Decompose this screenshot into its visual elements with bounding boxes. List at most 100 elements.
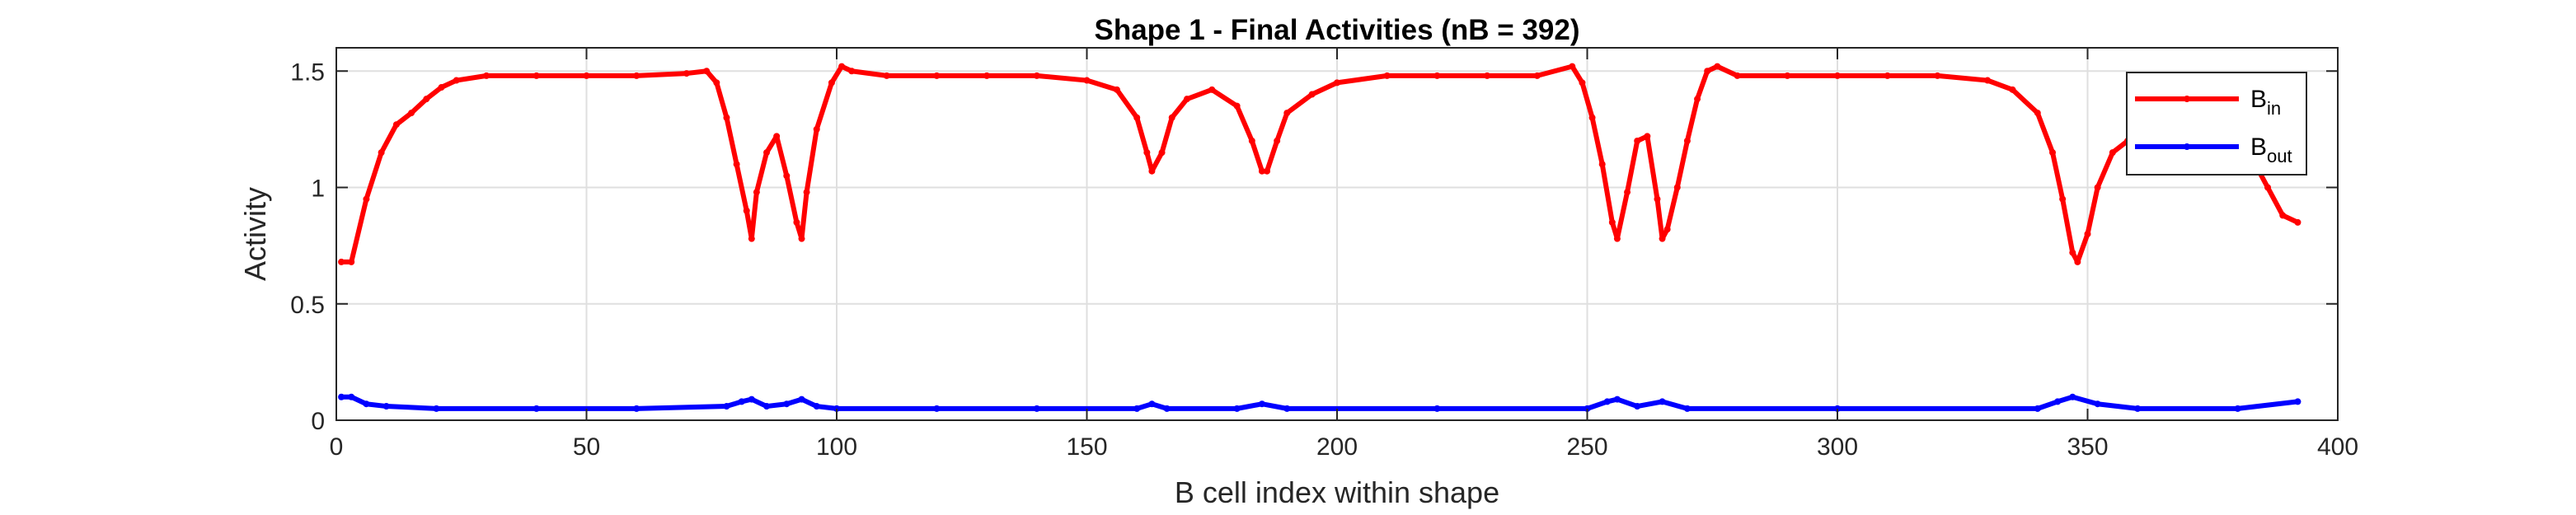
data-point-b-in: [453, 77, 460, 84]
data-point-b-in: [933, 72, 941, 79]
data-point-b-in: [1274, 138, 1281, 144]
data-point-b-out: [1258, 400, 1265, 408]
data-point-b-out: [348, 393, 355, 400]
data-point-b-in: [1579, 79, 1586, 87]
data-point-b-in: [1383, 72, 1391, 79]
data-point-b-out: [1603, 398, 1611, 405]
data-point-b-in: [703, 68, 711, 75]
x-tick-label: 0: [330, 433, 344, 461]
x-tick-label: 300: [1817, 433, 1858, 461]
data-point-b-in: [798, 235, 805, 242]
data-point-b-out: [633, 405, 640, 412]
legend[interactable]: Bin Bout: [2126, 72, 2307, 176]
y-ticks: 0 0.5 1 1.5: [290, 59, 2338, 435]
x-tick-label: 100: [816, 433, 857, 461]
data-point-b-in: [423, 96, 430, 103]
data-point-b-in: [1168, 114, 1175, 121]
data-point-b-out: [1163, 405, 1171, 412]
x-tick-label: 50: [573, 433, 600, 461]
data-point-b-in: [2009, 86, 2016, 93]
data-point-b-out: [533, 405, 540, 412]
data-point-b-out: [1683, 405, 1691, 412]
data-point-b-in: [1208, 86, 1216, 93]
data-point-b-in: [1433, 72, 1441, 79]
x-tick-label: 150: [1066, 433, 1107, 461]
y-tick-label: 0.5: [290, 292, 325, 319]
x-tick-label: 400: [2317, 433, 2358, 461]
data-point-b-in: [1683, 138, 1691, 144]
x-axis-label: B cell index within shape: [1175, 475, 1499, 509]
data-point-b-out: [763, 403, 771, 410]
data-point-b-in: [1258, 167, 1265, 175]
data-point-b-in: [1334, 79, 1340, 87]
legend-label-b-out-sub: out: [2267, 146, 2292, 166]
chart-title: Shape 1 - Final Activities (nB = 392): [1094, 14, 1579, 46]
data-point-b-in: [773, 133, 781, 140]
data-point-b-out: [2294, 398, 2302, 405]
data-point-b-in: [408, 110, 415, 117]
data-point-b-in: [2049, 149, 2057, 157]
legend-label-b-in-sub: in: [2267, 98, 2281, 119]
data-point-b-in: [813, 125, 820, 133]
data-point-b-out: [338, 393, 345, 400]
data-point-b-in: [1644, 133, 1651, 140]
data-point-b-out: [1584, 405, 1591, 412]
data-point-b-in: [338, 258, 345, 265]
data-point-b-out: [1133, 405, 1141, 412]
data-point-b-in: [793, 218, 800, 226]
data-point-b-in: [1704, 68, 1711, 75]
data-point-b-in: [2074, 258, 2081, 265]
data-point-b-out: [783, 400, 791, 408]
legend-label-b-out: Bout: [2250, 133, 2292, 166]
data-point-b-out: [1613, 396, 1621, 403]
legend-label-b-in-main: B: [2250, 86, 2267, 113]
data-point-b-in: [753, 189, 760, 196]
data-point-b-in: [1734, 72, 1741, 79]
legend-box: [2126, 72, 2307, 176]
data-point-b-out: [2094, 400, 2101, 408]
data-point-b-out: [1033, 405, 1040, 412]
series-markers-b-out: [338, 393, 2302, 412]
x-ticks: 0 50 100 150 200 250 300 350 400: [330, 48, 2358, 461]
data-point-b-in: [733, 161, 740, 168]
legend-marker-b-in: [2184, 96, 2190, 102]
data-point-b-out: [433, 405, 440, 412]
data-point-b-in: [1148, 167, 1156, 175]
data-point-b-out: [1148, 400, 1156, 408]
data-point-b-out: [382, 403, 390, 410]
data-point-b-in: [683, 70, 690, 77]
data-point-b-out: [1659, 398, 1666, 405]
data-point-b-in: [1608, 218, 1616, 226]
data-point-b-in: [783, 172, 791, 180]
data-point-b-in: [1569, 63, 1576, 70]
data-point-b-out: [2034, 405, 2041, 412]
data-point-b-in: [1784, 72, 1791, 79]
data-point-b-in: [2069, 249, 2076, 256]
data-point-b-in: [713, 79, 720, 87]
data-point-b-out: [798, 396, 805, 403]
data-point-b-in: [1624, 189, 1631, 196]
data-point-b-out: [1834, 405, 1841, 412]
data-point-b-in: [1533, 72, 1541, 79]
data-point-b-in: [763, 149, 771, 157]
data-point-b-out: [748, 396, 755, 403]
data-point-b-in: [2094, 184, 2101, 191]
data-point-b-out: [833, 405, 840, 412]
data-point-b-out: [933, 405, 941, 412]
data-point-b-in: [1714, 63, 1721, 70]
y-axis-label: Activity: [238, 187, 272, 281]
data-point-b-in: [1484, 72, 1491, 79]
series-line-b-in: [339, 63, 2301, 265]
data-point-b-in: [1654, 195, 1661, 203]
data-point-b-in: [883, 72, 890, 79]
data-point-b-in: [1233, 102, 1241, 110]
data-point-b-in: [1984, 77, 1992, 84]
data-point-b-in: [1634, 138, 1641, 144]
data-point-b-in: [1663, 226, 1671, 233]
data-point-b-out: [363, 400, 370, 408]
data-point-b-in: [1083, 77, 1091, 84]
data-point-b-in: [748, 235, 755, 242]
data-point-b-in: [1694, 96, 1701, 103]
